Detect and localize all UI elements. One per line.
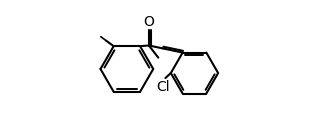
Text: O: O — [143, 15, 154, 29]
Text: Cl: Cl — [156, 80, 170, 95]
